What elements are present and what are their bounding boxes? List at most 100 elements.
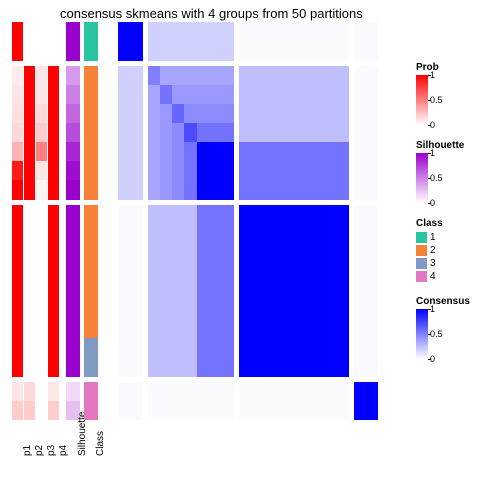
- anno-cell: [66, 262, 80, 282]
- anno-col-class: [84, 22, 98, 420]
- anno-cell: [36, 85, 47, 105]
- heatmap-cell: [251, 319, 264, 339]
- heatmap-cell: [263, 161, 276, 181]
- heatmap-cell: [172, 357, 185, 377]
- legend-tick: 0.5: [430, 95, 443, 105]
- anno-cell: [12, 281, 23, 301]
- anno-cell: [48, 41, 59, 61]
- heatmap-cell: [221, 180, 234, 200]
- heatmap-cell: [263, 22, 276, 42]
- heatmap-cell: [366, 224, 379, 244]
- heatmap-cell: [287, 319, 300, 339]
- legend-title: Silhouette: [416, 140, 464, 151]
- heatmap-cell: [118, 22, 131, 42]
- legend-tick: 0: [430, 198, 435, 208]
- anno-cell: [24, 401, 35, 421]
- heatmap-cell: [324, 338, 337, 358]
- heatmap-cell: [263, 338, 276, 358]
- heatmap-cell: [172, 319, 185, 339]
- anno-cell: [48, 161, 59, 181]
- heatmap-cell: [130, 401, 143, 421]
- anno-col-silhouette: [66, 22, 80, 420]
- anno-cell: [12, 401, 23, 421]
- heatmap-cell: [299, 180, 312, 200]
- heatmap-cell: [209, 357, 222, 377]
- heatmap-cell: [251, 262, 264, 282]
- heatmap-cell: [324, 281, 337, 301]
- anno-cell: [84, 142, 98, 162]
- heatmap-cell: [160, 224, 173, 244]
- anno-cell: [48, 382, 59, 402]
- heatmap-cell: [118, 382, 131, 402]
- heatmap-cell: [209, 85, 222, 105]
- anno-cell: [36, 22, 47, 42]
- heatmap-cell: [275, 123, 288, 143]
- heatmap-cell: [148, 382, 161, 402]
- heatmap-cell: [263, 180, 276, 200]
- legend-item-label: 2: [430, 245, 436, 256]
- heatmap-cell: [221, 382, 234, 402]
- heatmap-cell: [118, 85, 131, 105]
- heatmap-cell: [287, 357, 300, 377]
- heatmap-cell: [130, 161, 143, 181]
- heatmap-cell: [324, 357, 337, 377]
- legend-tick: 0: [430, 120, 435, 130]
- heatmap-cell: [324, 66, 337, 86]
- heatmap-cell: [366, 161, 379, 181]
- heatmap-cell: [275, 85, 288, 105]
- anno-cell: [12, 243, 23, 263]
- heatmap-cell: [148, 281, 161, 301]
- anno-cell: [48, 142, 59, 162]
- heatmap-cell: [172, 382, 185, 402]
- heatmap-cell: [197, 41, 210, 61]
- heatmap-cell: [366, 319, 379, 339]
- heatmap-cell: [324, 401, 337, 421]
- heatmap-cell: [160, 41, 173, 61]
- heatmap-cell: [354, 224, 367, 244]
- heatmap-cell: [118, 180, 131, 200]
- anno-label-p4: p4: [58, 445, 69, 456]
- heatmap-cell: [172, 104, 185, 124]
- heatmap-cell: [251, 401, 264, 421]
- heatmap-cell: [251, 224, 264, 244]
- heatmap-cell: [275, 142, 288, 162]
- heatmap-cell: [312, 224, 325, 244]
- heatmap-cell: [354, 104, 367, 124]
- heatmap-cell: [275, 338, 288, 358]
- heatmap-cell: [209, 338, 222, 358]
- heatmap-cell: [336, 180, 349, 200]
- heatmap-cell: [130, 382, 143, 402]
- heatmap-cell: [354, 180, 367, 200]
- heatmap-cell: [239, 104, 252, 124]
- anno-cell: [48, 357, 59, 377]
- legend-swatch: [416, 271, 427, 282]
- anno-cell: [48, 401, 59, 421]
- anno-cell: [36, 205, 47, 225]
- heatmap-cell: [354, 123, 367, 143]
- heatmap-cell: [118, 224, 131, 244]
- legend-tick: 0.5: [430, 173, 443, 183]
- heatmap-cell: [160, 205, 173, 225]
- heatmap-cell: [287, 142, 300, 162]
- heatmap-cell: [160, 22, 173, 42]
- legend-item-label: 1: [430, 232, 436, 243]
- heatmap-cell: [312, 142, 325, 162]
- heatmap-cell: [197, 123, 210, 143]
- heatmap-cell: [148, 401, 161, 421]
- heatmap-cell: [336, 382, 349, 402]
- heatmap-cell: [336, 205, 349, 225]
- heatmap-cell: [172, 41, 185, 61]
- legend-class: Class1234: [416, 218, 443, 283]
- heatmap-cell: [336, 338, 349, 358]
- heatmap-cell: [221, 224, 234, 244]
- heatmap-cell: [287, 66, 300, 86]
- legend-tick: 1: [430, 148, 435, 158]
- heatmap-cell: [299, 281, 312, 301]
- legend-swatch: [416, 232, 427, 243]
- heatmap-cell: [312, 66, 325, 86]
- heatmap-cell: [366, 66, 379, 86]
- heatmap-cell: [287, 161, 300, 181]
- heatmap-cell: [130, 41, 143, 61]
- heatmap-cell: [336, 104, 349, 124]
- heatmap-cell: [312, 85, 325, 105]
